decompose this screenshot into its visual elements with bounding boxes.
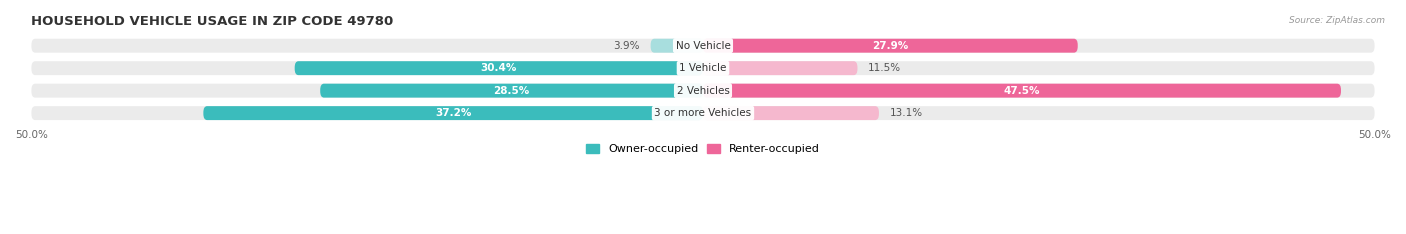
Text: 28.5%: 28.5% [494, 86, 530, 96]
FancyBboxPatch shape [651, 39, 703, 53]
FancyBboxPatch shape [31, 61, 1375, 75]
Text: No Vehicle: No Vehicle [675, 41, 731, 51]
Text: 27.9%: 27.9% [872, 41, 908, 51]
Text: 37.2%: 37.2% [434, 108, 471, 118]
FancyBboxPatch shape [703, 106, 879, 120]
FancyBboxPatch shape [31, 106, 1375, 120]
Text: 3.9%: 3.9% [613, 41, 640, 51]
FancyBboxPatch shape [31, 39, 1375, 53]
FancyBboxPatch shape [703, 39, 1078, 53]
Text: 1 Vehicle: 1 Vehicle [679, 63, 727, 73]
Text: 30.4%: 30.4% [481, 63, 517, 73]
Text: 2 Vehicles: 2 Vehicles [676, 86, 730, 96]
FancyBboxPatch shape [204, 106, 703, 120]
Text: 3 or more Vehicles: 3 or more Vehicles [654, 108, 752, 118]
Text: 11.5%: 11.5% [868, 63, 901, 73]
Text: HOUSEHOLD VEHICLE USAGE IN ZIP CODE 49780: HOUSEHOLD VEHICLE USAGE IN ZIP CODE 4978… [31, 15, 394, 28]
FancyBboxPatch shape [31, 84, 1375, 98]
Text: 47.5%: 47.5% [1004, 86, 1040, 96]
FancyBboxPatch shape [703, 84, 1341, 98]
FancyBboxPatch shape [321, 84, 703, 98]
FancyBboxPatch shape [703, 61, 858, 75]
Legend: Owner-occupied, Renter-occupied: Owner-occupied, Renter-occupied [581, 139, 825, 159]
Text: Source: ZipAtlas.com: Source: ZipAtlas.com [1289, 16, 1385, 25]
Text: 13.1%: 13.1% [890, 108, 922, 118]
FancyBboxPatch shape [295, 61, 703, 75]
